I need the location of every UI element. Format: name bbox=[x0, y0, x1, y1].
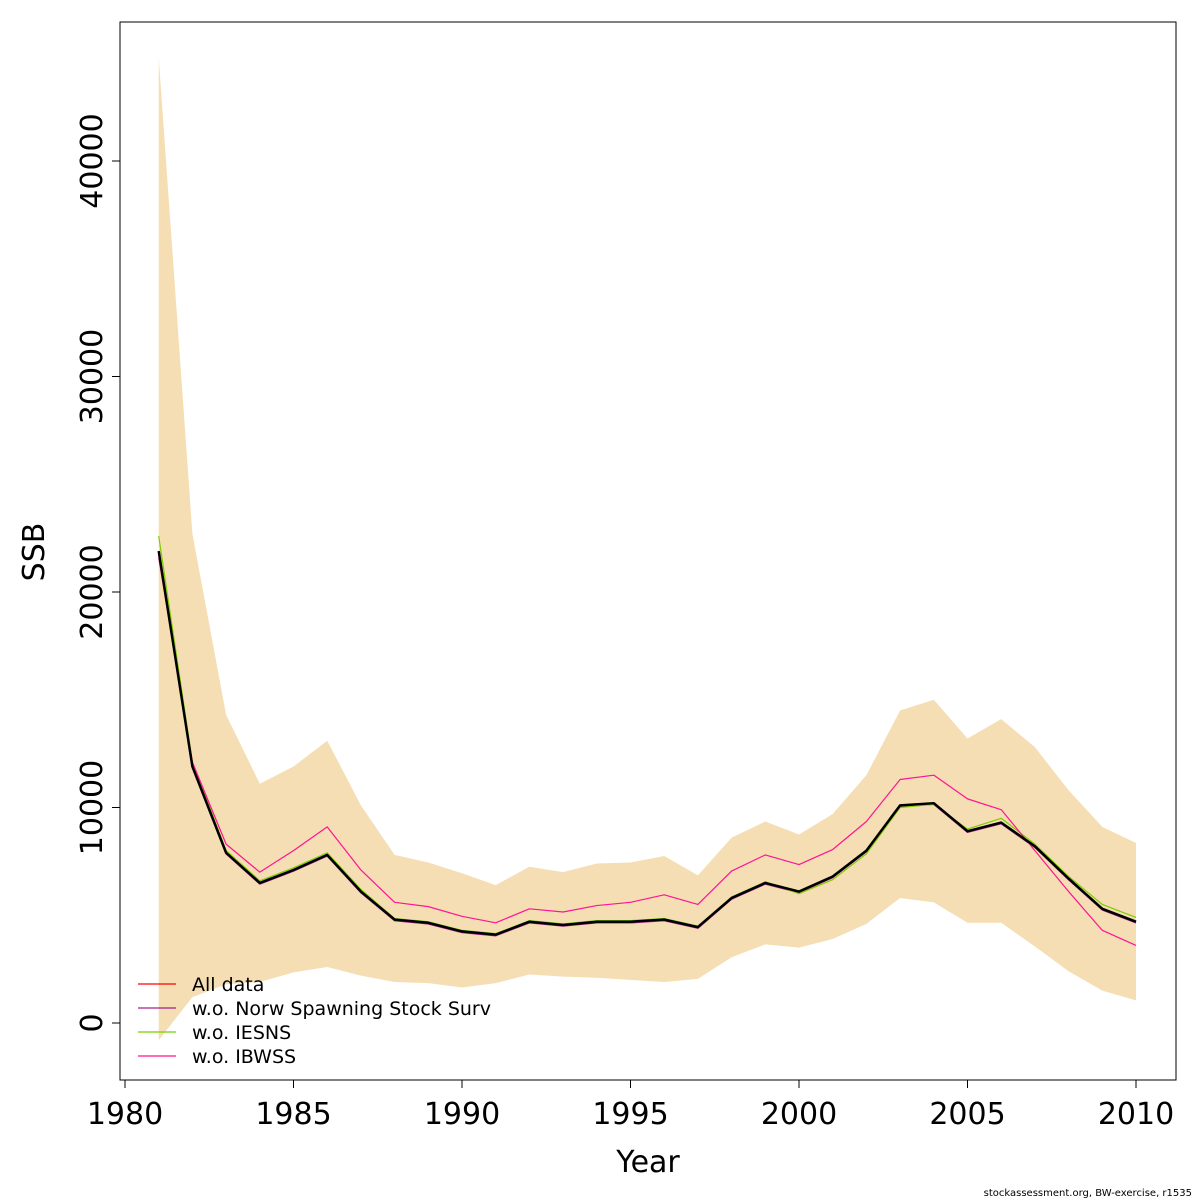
legend-label-w-o-ibwss: w.o. IBWSS bbox=[192, 1046, 296, 1068]
y-tick-label: 20000 bbox=[75, 544, 110, 639]
y-tick-label: 30000 bbox=[75, 329, 110, 424]
x-tick-label: 1985 bbox=[255, 1097, 331, 1132]
x-tick-label: 1990 bbox=[424, 1097, 500, 1132]
x-axis: 1980 1985 1990 1995 2000 2005 2010 bbox=[87, 1079, 1174, 1132]
x-tick-label: 2010 bbox=[1098, 1097, 1174, 1132]
credit-text: stockassessment.org, BW-exercise, r1535 bbox=[984, 1188, 1192, 1199]
x-axis-title: Year bbox=[615, 1145, 680, 1180]
x-tick-label: 2000 bbox=[761, 1097, 837, 1132]
series-line-all-data bbox=[157, 550, 1137, 936]
y-tick-label: 0 bbox=[75, 1013, 110, 1032]
confidence-band-layer bbox=[158, 57, 1136, 1041]
x-tick-label: 1995 bbox=[592, 1097, 668, 1132]
legend-label-w-o-iesns: w.o. IESNS bbox=[192, 1022, 291, 1044]
y-tick-label: 40000 bbox=[75, 113, 110, 208]
y-tick-label: 10000 bbox=[75, 760, 110, 855]
x-tick-label: 2005 bbox=[929, 1097, 1005, 1132]
y-axis-title: SSB bbox=[17, 523, 52, 582]
legend-label-w-o-norw-spawning-stock-surv: w.o. Norw Spawning Stock Surv bbox=[192, 998, 491, 1020]
legend-label-all-data: All data bbox=[192, 974, 264, 996]
confidence-band bbox=[158, 57, 1136, 1041]
series-lines-layer bbox=[157, 535, 1137, 946]
series-line-w-o-ibwss bbox=[158, 557, 1137, 946]
x-tick-label: 1980 bbox=[87, 1097, 163, 1132]
y-axis: 0 10000 20000 30000 40000 bbox=[75, 113, 121, 1033]
